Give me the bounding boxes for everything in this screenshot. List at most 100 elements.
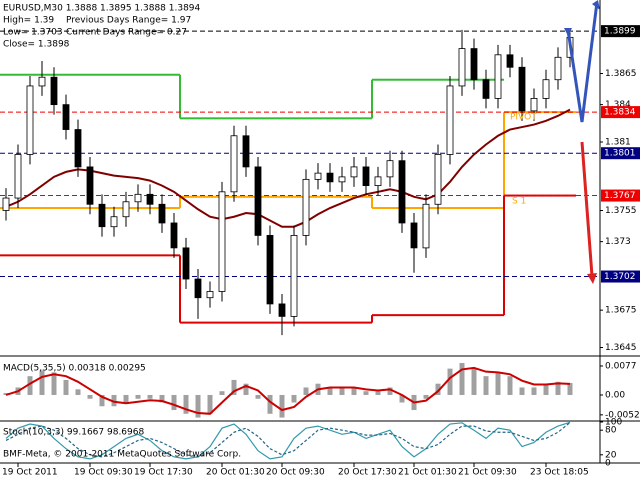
macd-bar: [63, 379, 69, 395]
candle-body: [350, 166, 358, 178]
y-tick-label: -0.00528: [605, 410, 640, 420]
candle-body: [386, 160, 394, 178]
macd-bar: [435, 383, 441, 395]
candle-body: [146, 193, 154, 205]
macd-bar: [51, 372, 57, 395]
s1-label: S 1: [512, 197, 526, 207]
stoch-line: [5, 421, 571, 460]
macd-bar: [387, 387, 393, 395]
y-tick-label: 1.3865: [605, 69, 637, 79]
candle-body: [230, 135, 238, 193]
macd-bar: [531, 387, 537, 395]
macd-bar: [111, 394, 117, 407]
candle-body: [434, 154, 442, 205]
candle-body: [134, 193, 142, 203]
candle-body: [458, 48, 466, 87]
y-tick-label: 1.3755: [605, 206, 637, 216]
macd-bar: [39, 370, 45, 395]
candle-body: [218, 191, 226, 292]
macd-bar: [507, 376, 513, 395]
info-text: Previous Days Range= 1.97: [66, 16, 191, 26]
candle-body: [518, 66, 526, 112]
macd-bar: [195, 394, 201, 418]
candle-body: [398, 160, 406, 224]
x-tick-label: 19 Oct 2011: [2, 468, 58, 478]
x-tick-label: 21 Oct 01:30: [398, 468, 457, 478]
macd-bar: [159, 394, 165, 403]
candle-body: [542, 79, 550, 99]
macd-bar: [75, 389, 81, 395]
candle-body: [410, 222, 418, 249]
macd-bar: [303, 387, 309, 395]
candle-body: [362, 166, 370, 186]
candle-body: [554, 56, 562, 81]
candle-body: [422, 203, 430, 249]
candle-body: [170, 222, 178, 249]
candle-body: [326, 172, 334, 183]
macd-bar: [375, 391, 381, 395]
macd-bar: [267, 394, 273, 414]
price-label: 1.3834: [604, 108, 636, 118]
candle-body: [470, 48, 478, 81]
x-tick-label: 20 Oct 17:30: [338, 468, 397, 478]
y-tick-label: 20: [605, 450, 617, 460]
macd-bar: [243, 383, 249, 395]
price-label-box: [601, 25, 640, 38]
candle-body: [50, 76, 58, 106]
arrow-head: [587, 273, 597, 284]
macd-bar: [231, 379, 237, 395]
info-text: Current Days Range= 0.27: [66, 28, 187, 38]
y-tick-label: 1.3645: [605, 343, 637, 353]
macd-bar: [123, 394, 129, 403]
candle-body: [302, 178, 310, 236]
price-label-box: [601, 270, 640, 283]
forecast-arrow: [580, 141, 594, 277]
macd-bar: [207, 394, 213, 414]
copyright: BMF-Meta, © 2001-2011 MetaQuotes Softwar…: [3, 450, 241, 460]
macd-bar: [27, 376, 33, 395]
candle-body: [38, 76, 46, 87]
candle-body: [242, 135, 250, 168]
candle-body: [158, 203, 166, 224]
candle-body: [110, 216, 118, 228]
candle-body: [62, 104, 70, 130]
y-tick-label: 1.3675: [605, 306, 637, 316]
arrow-head: [592, 0, 600, 10]
candle-body: [74, 129, 82, 168]
y-tick-label: 80: [605, 426, 617, 436]
info-text: High= 1.39: [3, 16, 54, 26]
macd-bar: [135, 394, 141, 399]
candle-body: [14, 154, 22, 199]
candle-body: [98, 203, 106, 228]
x-tick-label: 20 Oct 09:30: [266, 468, 325, 478]
candle-body: [446, 85, 454, 155]
candle-body: [254, 166, 262, 236]
macd-bar: [495, 372, 501, 395]
macd-bar: [399, 394, 405, 403]
y-tick-label: 1.373: [605, 237, 631, 247]
info-text: Low= 1.3703: [3, 28, 63, 38]
candle-body: [494, 54, 502, 99]
price-label-box: [601, 189, 640, 202]
macd-bar: [183, 394, 189, 414]
arrow-head: [564, 28, 572, 36]
y-tick-label: 1.381: [605, 138, 631, 148]
moving-average: [5, 108, 571, 228]
macd-bar: [219, 391, 225, 395]
macd-bar: [471, 368, 477, 395]
macd-header: MACD(5,35,5) 0.00318 0.00295: [3, 364, 146, 374]
macd-bar: [555, 381, 561, 395]
candle-body: [182, 247, 190, 280]
candle-body: [278, 303, 286, 317]
y-tick-label: 100: [605, 418, 622, 428]
macd-bar: [483, 376, 489, 395]
macd-bar: [567, 383, 573, 395]
candle-body: [206, 291, 214, 299]
macd-bar: [519, 387, 525, 395]
candle-body: [314, 172, 322, 180]
macd-bar: [423, 394, 429, 399]
x-tick-label: 20 Oct 01:30: [206, 468, 265, 478]
price-label: 1.3702: [604, 272, 636, 282]
